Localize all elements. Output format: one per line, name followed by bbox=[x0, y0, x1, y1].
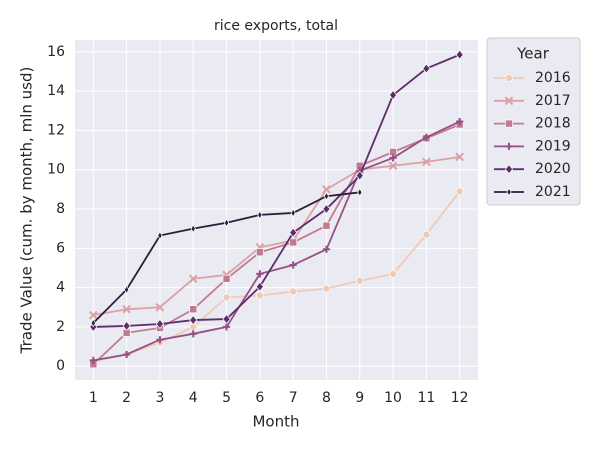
point bbox=[322, 245, 331, 253]
x-tick-label: 9 bbox=[355, 390, 364, 406]
point bbox=[222, 274, 231, 283]
chart-title: rice exports, total bbox=[214, 18, 338, 34]
point bbox=[155, 302, 165, 312]
x-tick-label: 3 bbox=[155, 390, 164, 406]
y-tick-label: 2 bbox=[56, 319, 65, 335]
point bbox=[289, 287, 298, 296]
point bbox=[455, 49, 464, 60]
point bbox=[255, 281, 264, 292]
point bbox=[355, 170, 364, 181]
point bbox=[89, 310, 98, 320]
point bbox=[290, 208, 296, 218]
point bbox=[190, 224, 196, 233]
x-tick-label: 10 bbox=[384, 390, 402, 406]
point bbox=[357, 188, 363, 197]
legend-title: Year bbox=[516, 45, 550, 63]
point bbox=[422, 157, 431, 167]
x-tick-label: 7 bbox=[289, 390, 298, 406]
point bbox=[124, 285, 130, 294]
point bbox=[257, 210, 263, 220]
point bbox=[389, 269, 398, 278]
x-axis-label: Month bbox=[252, 413, 299, 431]
series-group bbox=[89, 49, 464, 369]
point bbox=[189, 315, 198, 326]
point bbox=[89, 356, 97, 364]
x-tick-label: 5 bbox=[222, 390, 231, 406]
point bbox=[222, 314, 231, 325]
legend-marker bbox=[504, 96, 514, 106]
point bbox=[122, 321, 131, 331]
point bbox=[323, 191, 330, 201]
y-tick-label: 0 bbox=[56, 358, 65, 374]
point bbox=[189, 330, 197, 338]
point bbox=[255, 291, 264, 300]
point bbox=[123, 350, 131, 359]
legend-marker bbox=[506, 187, 512, 197]
point bbox=[289, 227, 298, 238]
point bbox=[389, 90, 398, 100]
point bbox=[255, 248, 264, 257]
line bbox=[93, 190, 461, 363]
point bbox=[422, 133, 430, 141]
x-tick-label: 1 bbox=[89, 390, 98, 406]
x-tick-label: 6 bbox=[255, 390, 264, 406]
y-tick-label: 16 bbox=[47, 44, 65, 60]
x-tick-label: 12 bbox=[451, 390, 469, 406]
point bbox=[389, 154, 397, 162]
line bbox=[92, 123, 461, 365]
y-tick-label: 10 bbox=[47, 162, 65, 178]
point bbox=[322, 221, 331, 230]
x-tick-label: 11 bbox=[417, 390, 435, 406]
plot-area bbox=[75, 40, 478, 380]
point bbox=[122, 304, 131, 314]
point bbox=[90, 318, 96, 328]
legend-label: 2021 bbox=[535, 184, 571, 200]
y-tick-label: 14 bbox=[47, 83, 65, 99]
point bbox=[188, 274, 198, 284]
y-tick-label: 12 bbox=[47, 122, 65, 138]
legend-label: 2019 bbox=[535, 138, 571, 154]
line bbox=[93, 120, 461, 362]
point bbox=[155, 319, 164, 329]
legend-label: 2017 bbox=[535, 93, 571, 109]
point bbox=[222, 293, 231, 302]
point bbox=[289, 261, 297, 269]
point bbox=[322, 185, 331, 194]
point bbox=[455, 187, 464, 196]
x-tick-label: 2 bbox=[122, 390, 131, 406]
legend-marker bbox=[504, 164, 514, 175]
point bbox=[222, 323, 231, 331]
point bbox=[455, 152, 464, 162]
point bbox=[256, 270, 264, 278]
point bbox=[322, 204, 331, 214]
point bbox=[422, 63, 431, 74]
y-tick-label: 6 bbox=[56, 240, 65, 256]
x-tick-label: 4 bbox=[189, 390, 198, 406]
line bbox=[93, 53, 461, 328]
x-tick-label: 8 bbox=[322, 390, 331, 406]
point bbox=[322, 284, 331, 293]
point bbox=[289, 238, 298, 247]
legend-label: 2016 bbox=[535, 70, 571, 86]
point bbox=[355, 276, 364, 285]
point bbox=[189, 305, 198, 314]
legend-marker bbox=[505, 142, 513, 150]
point bbox=[456, 117, 464, 126]
legend-marker bbox=[505, 119, 513, 128]
point bbox=[157, 231, 163, 240]
point bbox=[422, 230, 431, 239]
line bbox=[93, 156, 460, 317]
y-axis-label: Trade Value (cum. by month, mln usd) bbox=[18, 67, 36, 355]
legend-marker bbox=[505, 74, 513, 82]
point bbox=[156, 336, 164, 344]
legend-label: 2018 bbox=[535, 116, 571, 132]
legend-label: 2020 bbox=[535, 161, 571, 177]
point bbox=[388, 161, 398, 171]
point bbox=[223, 218, 230, 228]
y-tick-label: 8 bbox=[56, 201, 65, 217]
y-tick-label: 4 bbox=[56, 280, 65, 296]
